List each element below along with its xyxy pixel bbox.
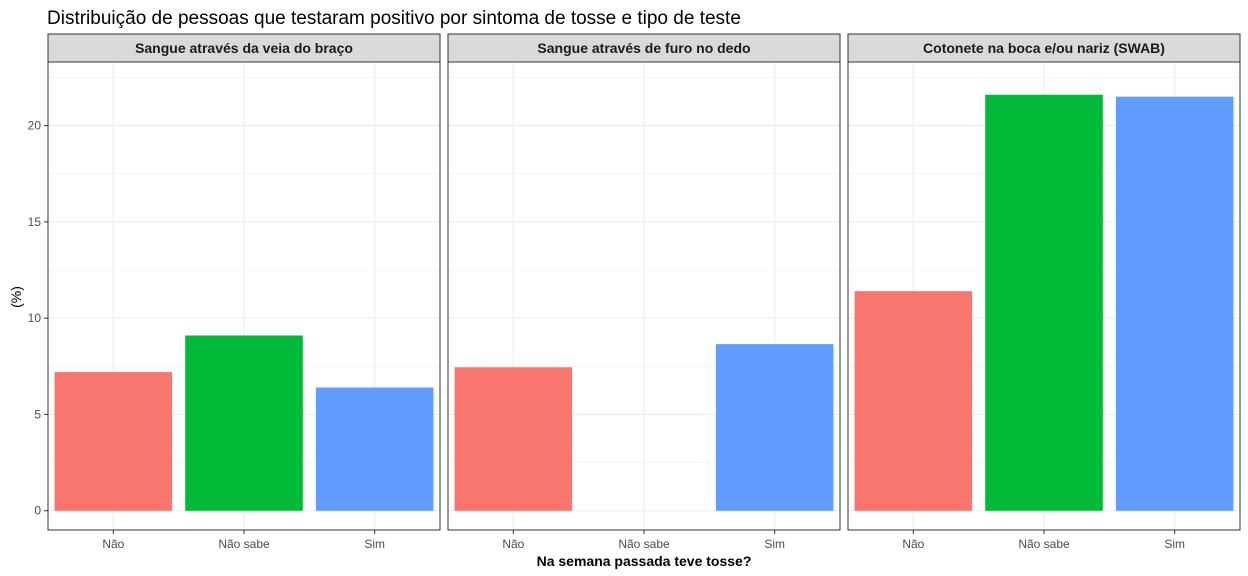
x-tick-label: Não bbox=[502, 537, 524, 551]
bar bbox=[985, 94, 1103, 511]
facet-strip bbox=[47, 33, 441, 63]
bar bbox=[1115, 96, 1234, 511]
x-tick-label: Sim bbox=[364, 537, 385, 551]
y-tick-label: 20 bbox=[28, 119, 42, 133]
x-axis-title: Na semana passada teve tosse? bbox=[537, 553, 752, 569]
y-tick-label: 0 bbox=[34, 504, 41, 518]
bar bbox=[315, 387, 434, 511]
x-tick-label: Não sabe bbox=[618, 537, 670, 551]
facet-panel: Sangue através de furo no dedo Não Não sab… bbox=[447, 33, 841, 551]
bar bbox=[715, 344, 834, 511]
facet-strip-label: Sangue através da veia do braço bbox=[135, 40, 353, 56]
y-axis-title: (%) bbox=[8, 286, 24, 308]
facet-panel: Cotonete na boca e/ou nariz (SWAB) Não Não… bbox=[847, 33, 1241, 551]
facet-panel: Sangue através da veia do braço Não Não sa… bbox=[47, 33, 441, 551]
bar bbox=[185, 335, 303, 511]
bar bbox=[454, 367, 573, 511]
x-tick-label: Sim bbox=[1164, 537, 1185, 551]
chart-title: Distribuição de pessoas que testaram pos… bbox=[47, 8, 741, 29]
y-tick-label: 15 bbox=[28, 215, 42, 229]
facet-strip-label: Sangue através de furo no dedo bbox=[537, 40, 750, 56]
y-tick-label: 5 bbox=[34, 407, 41, 421]
facet-strip-label: Cotonete na boca e/ou nariz (SWAB) bbox=[923, 40, 1165, 56]
facet-strip bbox=[847, 33, 1241, 63]
bar bbox=[54, 372, 173, 511]
bar bbox=[854, 291, 973, 511]
x-tick-label: Não bbox=[902, 537, 924, 551]
x-tick-label: Não sabe bbox=[218, 537, 270, 551]
x-tick-label: Não bbox=[102, 537, 124, 551]
x-tick-label: Não sabe bbox=[1018, 537, 1070, 551]
x-tick-label: Sim bbox=[764, 537, 785, 551]
y-tick-label: 10 bbox=[28, 311, 42, 325]
facet-strip bbox=[447, 33, 841, 63]
